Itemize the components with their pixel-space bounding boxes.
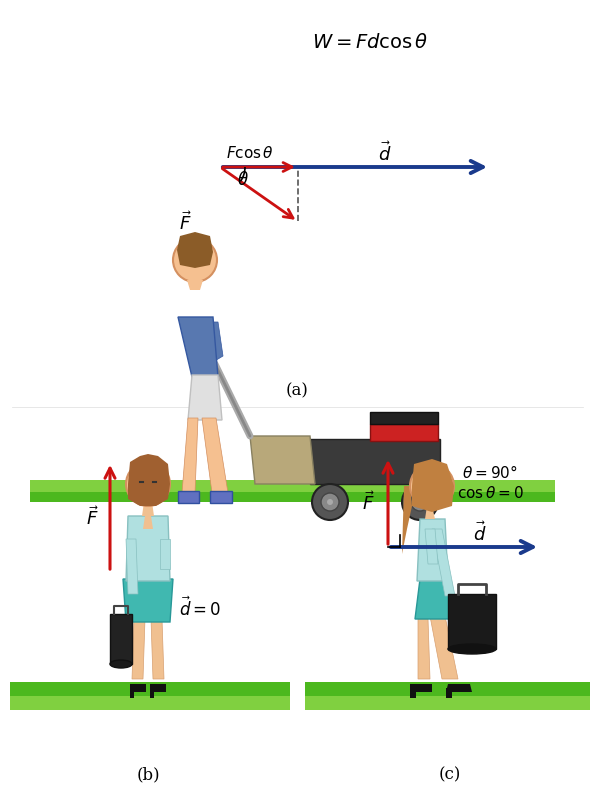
Polygon shape xyxy=(188,375,222,420)
Polygon shape xyxy=(415,579,455,619)
Circle shape xyxy=(417,500,423,505)
Polygon shape xyxy=(177,233,213,269)
Polygon shape xyxy=(126,516,170,581)
Polygon shape xyxy=(126,539,138,594)
Text: $\vec{d} = 0$: $\vec{d} = 0$ xyxy=(178,596,221,619)
Polygon shape xyxy=(160,539,170,569)
Polygon shape xyxy=(210,492,232,504)
Polygon shape xyxy=(425,529,438,565)
Polygon shape xyxy=(151,619,164,679)
Circle shape xyxy=(312,484,348,520)
Circle shape xyxy=(126,463,170,506)
Polygon shape xyxy=(305,683,590,710)
Polygon shape xyxy=(425,506,435,520)
Text: (a): (a) xyxy=(286,382,308,399)
Polygon shape xyxy=(143,516,153,529)
Text: $\cos\theta = 0$: $\cos\theta = 0$ xyxy=(456,484,524,500)
Polygon shape xyxy=(110,614,132,664)
Circle shape xyxy=(173,239,217,282)
Circle shape xyxy=(402,484,438,520)
Text: $\vec{d}$: $\vec{d}$ xyxy=(378,141,392,164)
Polygon shape xyxy=(130,684,146,692)
Polygon shape xyxy=(150,689,154,698)
Polygon shape xyxy=(178,492,199,504)
Polygon shape xyxy=(10,683,290,710)
Polygon shape xyxy=(412,460,454,512)
Polygon shape xyxy=(446,688,452,698)
Text: $\theta$: $\theta$ xyxy=(237,171,249,188)
Polygon shape xyxy=(432,529,455,596)
Polygon shape xyxy=(195,327,217,371)
Polygon shape xyxy=(30,480,555,492)
Polygon shape xyxy=(310,439,440,484)
Circle shape xyxy=(410,464,454,508)
Text: $F\cos\theta$: $F\cos\theta$ xyxy=(226,145,274,160)
Polygon shape xyxy=(446,684,472,692)
Text: $\theta = 90°$: $\theta = 90°$ xyxy=(462,464,518,481)
Polygon shape xyxy=(202,419,228,493)
Polygon shape xyxy=(182,419,198,493)
Polygon shape xyxy=(370,412,438,424)
Circle shape xyxy=(327,500,333,505)
Polygon shape xyxy=(402,486,412,554)
Text: (b): (b) xyxy=(136,766,160,783)
Polygon shape xyxy=(410,688,416,698)
Ellipse shape xyxy=(110,660,132,668)
Polygon shape xyxy=(418,619,430,679)
Text: (c): (c) xyxy=(439,766,461,783)
Polygon shape xyxy=(123,579,173,622)
Text: $W = Fd\cos\theta$: $W = Fd\cos\theta$ xyxy=(312,34,428,52)
Polygon shape xyxy=(30,488,555,502)
Circle shape xyxy=(411,493,429,512)
Text: $\vec{F}$: $\vec{F}$ xyxy=(86,506,98,529)
Polygon shape xyxy=(370,424,438,441)
Polygon shape xyxy=(250,436,315,484)
Polygon shape xyxy=(142,502,154,516)
Circle shape xyxy=(321,493,339,512)
Polygon shape xyxy=(10,696,290,710)
Polygon shape xyxy=(130,689,134,698)
Polygon shape xyxy=(410,684,432,692)
Polygon shape xyxy=(417,520,448,581)
Polygon shape xyxy=(150,684,166,692)
Ellipse shape xyxy=(448,644,496,654)
Polygon shape xyxy=(448,594,496,649)
Polygon shape xyxy=(205,322,223,363)
Polygon shape xyxy=(305,696,590,710)
Polygon shape xyxy=(178,318,218,378)
Text: $\vec{d}$: $\vec{d}$ xyxy=(473,520,487,545)
Polygon shape xyxy=(132,619,145,679)
Polygon shape xyxy=(430,616,458,679)
Polygon shape xyxy=(128,455,170,506)
Text: $\vec{F}$: $\vec{F}$ xyxy=(178,211,192,234)
Polygon shape xyxy=(187,281,203,290)
Text: $\vec{F}$: $\vec{F}$ xyxy=(362,491,374,514)
